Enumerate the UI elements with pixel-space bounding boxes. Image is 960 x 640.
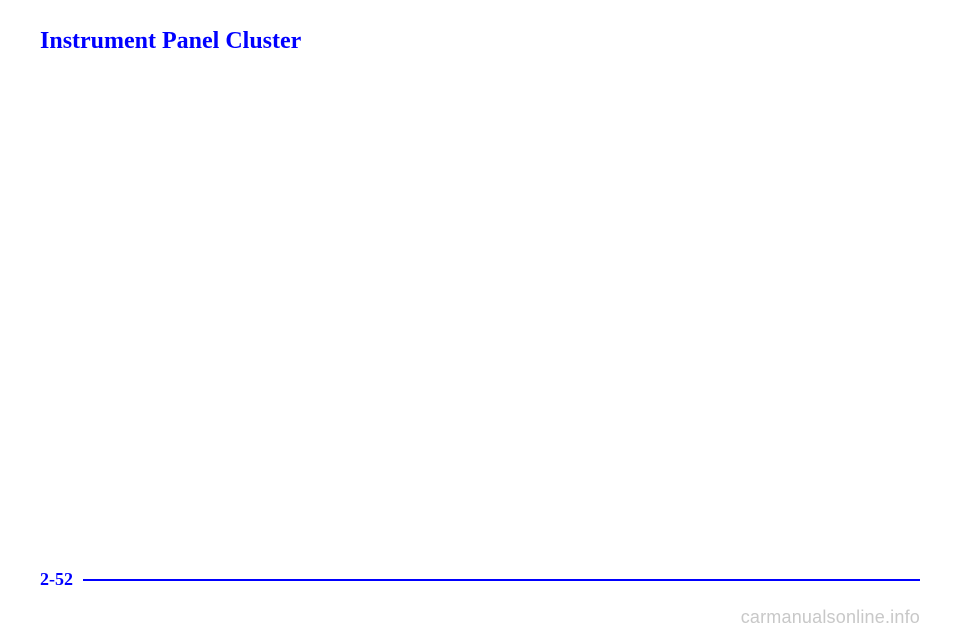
manual-page: Instrument Panel Cluster 2-52 carmanuals…: [0, 0, 960, 640]
watermark-text: carmanualsonline.info: [741, 607, 920, 628]
page-footer: 2-52: [40, 569, 920, 590]
footer-rule: [83, 579, 920, 581]
section-heading: Instrument Panel Cluster: [40, 28, 301, 55]
page-number: 2-52: [40, 569, 83, 590]
